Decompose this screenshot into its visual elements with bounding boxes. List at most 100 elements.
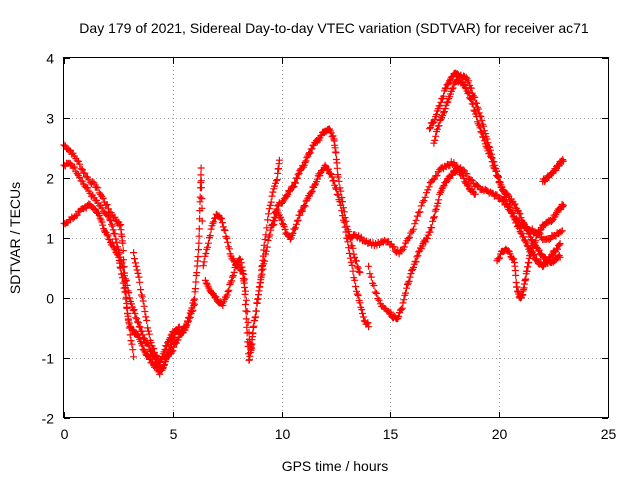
- data-point: [555, 241, 563, 249]
- data-point: [242, 296, 250, 304]
- data-point: [202, 250, 210, 257]
- data-point: [442, 85, 450, 93]
- data-point: [191, 285, 199, 293]
- data-point: [263, 224, 271, 232]
- data-point: [147, 339, 155, 346]
- data-point: [424, 186, 432, 194]
- data-point: [395, 313, 403, 320]
- data-point: [340, 218, 348, 226]
- data-point: [301, 158, 309, 166]
- data-point: [478, 129, 486, 137]
- data-point: [558, 227, 566, 235]
- data-point: [559, 156, 567, 164]
- data-point: [433, 125, 441, 133]
- data-point: [358, 306, 366, 314]
- data-point: [406, 273, 414, 281]
- data-point: [443, 99, 451, 107]
- data-point: [420, 197, 428, 205]
- data-point: [141, 308, 149, 315]
- data-point: [549, 258, 557, 266]
- data-point: [119, 279, 127, 287]
- data-point: [226, 281, 234, 288]
- data-point: [398, 304, 406, 312]
- data-point: [108, 222, 116, 230]
- data-point: [359, 313, 367, 321]
- data-point: [354, 292, 362, 299]
- data-point: [444, 98, 452, 106]
- data-point: [403, 284, 410, 292]
- data-point: [172, 339, 180, 347]
- data-point: [475, 109, 483, 117]
- data-point: [103, 201, 111, 208]
- data-point: [228, 273, 236, 281]
- data-point: [344, 238, 352, 246]
- data-point: [242, 301, 249, 308]
- data-point: [442, 179, 450, 187]
- data-point: [513, 217, 521, 225]
- data-point: [135, 273, 143, 281]
- data-point: [239, 267, 247, 275]
- data-point: [237, 259, 245, 267]
- data-point: [473, 113, 481, 121]
- data-point: [261, 236, 269, 243]
- data-point: [273, 176, 281, 184]
- data-point: [353, 290, 361, 298]
- data-point: [195, 225, 203, 233]
- data-point: [347, 258, 355, 266]
- data-point: [121, 275, 129, 283]
- data-point: [423, 235, 431, 242]
- data-point: [134, 269, 142, 277]
- data-point: [194, 253, 202, 261]
- data-point: [463, 170, 471, 178]
- data-point: [301, 202, 309, 210]
- data-point: [224, 288, 232, 295]
- data-point: [195, 239, 203, 247]
- data-point: [197, 177, 205, 185]
- data-point: [351, 253, 359, 261]
- data-point: [496, 254, 504, 262]
- data-point: [152, 352, 160, 359]
- data-point: [554, 245, 561, 253]
- data-point: [404, 235, 412, 242]
- data-point: [397, 305, 405, 313]
- data-point: [305, 150, 313, 158]
- data-point: [130, 306, 138, 313]
- data-point: [417, 202, 425, 210]
- data-point: [108, 239, 116, 247]
- data-point: [339, 212, 346, 220]
- data-point: [212, 293, 220, 301]
- data-point: [525, 230, 533, 237]
- data-point: [138, 327, 146, 335]
- data-point: [508, 209, 516, 217]
- data-point: [265, 210, 272, 218]
- data-point: [345, 244, 353, 252]
- data-point: [67, 160, 74, 168]
- data-point: [509, 212, 517, 220]
- data-point: [400, 296, 408, 304]
- data-point: [524, 226, 532, 234]
- data-point: [90, 204, 98, 212]
- series-trace-c: [60, 200, 138, 361]
- data-point: [263, 243, 271, 251]
- data-point: [291, 225, 299, 233]
- data-point: [299, 203, 307, 211]
- data-point: [559, 157, 567, 165]
- data-point: [430, 213, 438, 221]
- data-point: [333, 190, 341, 198]
- data-point: [467, 95, 474, 102]
- data-point: [449, 84, 457, 92]
- data-point: [119, 247, 127, 255]
- data-point: [403, 281, 411, 288]
- data-point: [430, 214, 437, 222]
- data-point: [468, 177, 476, 184]
- data-point: [328, 173, 336, 181]
- data-point: [521, 237, 529, 245]
- data-point: [249, 330, 257, 338]
- data-point: [164, 339, 172, 347]
- data-point: [245, 328, 253, 336]
- data-point: [342, 228, 350, 236]
- data-point: [129, 346, 137, 354]
- data-point: [161, 346, 169, 353]
- data-point: [209, 219, 217, 227]
- data-point: [469, 100, 477, 108]
